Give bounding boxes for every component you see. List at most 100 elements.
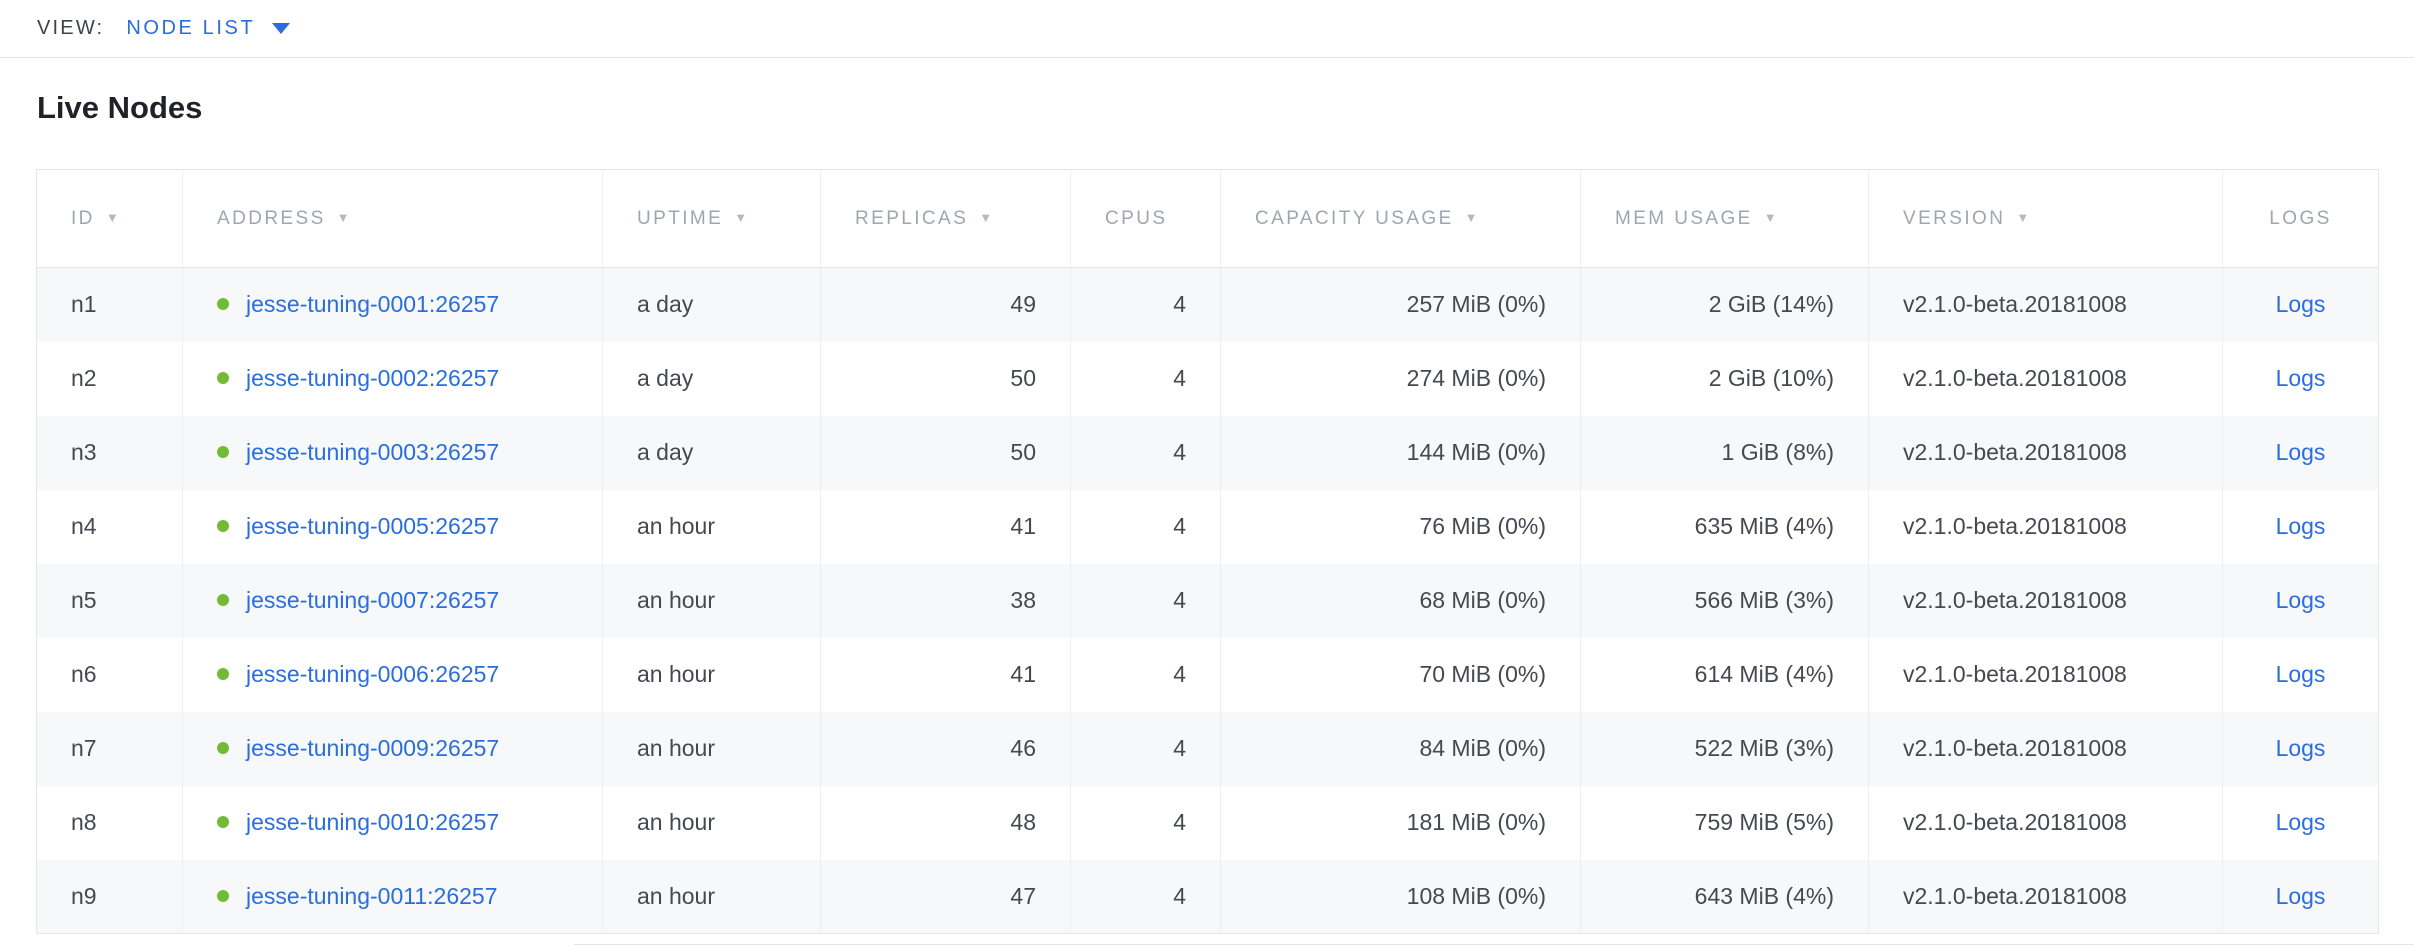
node-address-link[interactable]: jesse-tuning-0010:26257 xyxy=(246,809,500,835)
cell-replicas: 47 xyxy=(820,859,1071,934)
cell-logs: Logs xyxy=(2223,860,2379,934)
view-selected-value: NODE LIST xyxy=(126,17,256,39)
cell-capacity_usage: 68 MiB (0%) xyxy=(1220,563,1581,638)
node-address-link[interactable]: jesse-tuning-0005:26257 xyxy=(246,513,500,539)
node-logs-link[interactable]: Logs xyxy=(2275,513,2326,539)
node-row: n9 jesse-tuning-0011:26257 an hour 47 4 108 M… xyxy=(36,859,2379,934)
cell-cpus: 4 xyxy=(1070,341,1221,416)
node-address-link[interactable]: jesse-tuning-0011:26257 xyxy=(246,882,498,909)
node-logs-link[interactable]: Logs xyxy=(2275,882,2326,909)
cell-address: jesse-tuning-0007:26257 xyxy=(182,563,603,638)
column-header-address[interactable]: ADDRESS ▼ xyxy=(182,169,603,268)
cell-uptime: a day xyxy=(602,415,821,490)
cell-mem_usage: 522 MiB (3%) xyxy=(1580,711,1869,786)
cell-address: jesse-tuning-0001:26257 xyxy=(182,267,603,342)
cell-replicas: 50 xyxy=(820,341,1071,416)
cell-mem_usage: 1 GiB (8%) xyxy=(1580,415,1869,490)
cell-version: v2.1.0-beta.20181008 xyxy=(1868,711,2223,786)
node-row: n1 jesse-tuning-0001:26257 a day 49 4 257 MiB… xyxy=(36,267,2379,342)
cell-cpus: 4 xyxy=(1070,859,1221,934)
cell-logs: Logs xyxy=(2223,638,2379,712)
cell-address: jesse-tuning-0010:26257 xyxy=(182,785,603,860)
cell-address: jesse-tuning-0009:26257 xyxy=(182,711,603,786)
live-status-icon xyxy=(217,371,229,384)
cell-uptime: a day xyxy=(602,267,821,342)
sort-caret-icon: ▼ xyxy=(734,209,748,225)
node-address-link[interactable]: jesse-tuning-0002:26257 xyxy=(246,365,500,391)
cell-replicas: 48 xyxy=(820,785,1071,860)
column-label: ADDRESS xyxy=(217,207,326,229)
column-header-capacity_usage[interactable]: CAPACITY USAGE ▼ xyxy=(1220,169,1581,268)
node-address-link[interactable]: jesse-tuning-0007:26257 xyxy=(246,587,500,613)
column-label: CPUS xyxy=(1105,207,1168,229)
cell-logs: Logs xyxy=(2223,342,2379,416)
node-logs-link[interactable]: Logs xyxy=(2275,365,2326,391)
cell-capacity_usage: 274 MiB (0%) xyxy=(1220,341,1581,416)
table-header-row: ID ▼ ADDRESS ▼ UPTIME ▼ REPLICAS ▼ CPUS CAPACITY … xyxy=(36,169,2379,268)
view-label: VIEW: xyxy=(37,17,105,39)
cell-replicas: 50 xyxy=(820,415,1071,490)
live-status-icon xyxy=(217,298,229,311)
node-logs-link[interactable]: Logs xyxy=(2275,661,2326,687)
cell-cpus: 4 xyxy=(1070,637,1221,712)
cell-logs: Logs xyxy=(2223,268,2379,342)
cell-version: v2.1.0-beta.20181008 xyxy=(1868,859,2223,934)
cell-replicas: 38 xyxy=(820,563,1071,638)
node-logs-link[interactable]: Logs xyxy=(2275,587,2326,613)
column-header-id[interactable]: ID ▼ xyxy=(36,169,183,268)
column-header-uptime[interactable]: UPTIME ▼ xyxy=(602,169,821,268)
live-status-icon xyxy=(217,445,229,458)
view-selector[interactable]: NODE LIST xyxy=(126,17,291,40)
node-address-link[interactable]: jesse-tuning-0001:26257 xyxy=(246,291,500,318)
node-logs-link[interactable]: Logs xyxy=(2275,809,2326,835)
cell-capacity_usage: 84 MiB (0%) xyxy=(1220,711,1581,786)
live-nodes-table: ID ▼ ADDRESS ▼ UPTIME ▼ REPLICAS ▼ CPUS CAPACITY … xyxy=(36,169,2379,934)
cell-replicas: 49 xyxy=(820,267,1071,342)
table-body: n1 jesse-tuning-0001:26257 a day 49 4 257 MiB… xyxy=(36,267,2379,934)
column-label: REPLICAS xyxy=(855,207,969,229)
node-row: n8 jesse-tuning-0010:26257 an hour 48 4 181 M… xyxy=(36,785,2379,860)
cell-id: n8 xyxy=(36,785,183,860)
node-address-link[interactable]: jesse-tuning-0006:26257 xyxy=(246,661,500,687)
node-row: n7 jesse-tuning-0009:26257 an hour 46 4 84 Mi… xyxy=(36,711,2379,786)
column-label: CAPACITY USAGE xyxy=(1255,207,1454,229)
cell-id: n4 xyxy=(36,489,183,564)
sort-caret-icon: ▼ xyxy=(336,209,350,225)
cell-mem_usage: 614 MiB (4%) xyxy=(1580,637,1869,712)
cell-id: n5 xyxy=(36,563,183,638)
column-header-mem_usage[interactable]: MEM USAGE ▼ xyxy=(1580,169,1869,268)
cell-address: jesse-tuning-0006:26257 xyxy=(182,637,603,712)
cell-mem_usage: 2 GiB (10%) xyxy=(1580,341,1869,416)
cell-mem_usage: 566 MiB (3%) xyxy=(1580,563,1869,638)
node-logs-link[interactable]: Logs xyxy=(2275,439,2326,465)
column-label: UPTIME xyxy=(637,207,724,229)
cell-replicas: 41 xyxy=(820,637,1071,712)
cell-id: n6 xyxy=(36,637,183,712)
section-divider xyxy=(574,944,2414,945)
cell-uptime: a day xyxy=(602,341,821,416)
column-header-version[interactable]: VERSION ▼ xyxy=(1868,169,2223,268)
node-address-link[interactable]: jesse-tuning-0003:26257 xyxy=(246,439,500,465)
cell-id: n9 xyxy=(36,859,183,934)
live-status-icon xyxy=(217,593,229,606)
column-label: VERSION xyxy=(1903,207,2006,229)
cell-version: v2.1.0-beta.20181008 xyxy=(1868,415,2223,490)
node-logs-link[interactable]: Logs xyxy=(2275,735,2326,761)
node-logs-link[interactable]: Logs xyxy=(2275,291,2326,318)
cell-cpus: 4 xyxy=(1070,267,1221,342)
node-row: n2 jesse-tuning-0002:26257 a day 50 4 274 MiB… xyxy=(36,341,2379,416)
cell-cpus: 4 xyxy=(1070,415,1221,490)
cell-version: v2.1.0-beta.20181008 xyxy=(1868,341,2223,416)
column-header-replicas[interactable]: REPLICAS ▼ xyxy=(820,169,1071,268)
node-row: n5 jesse-tuning-0007:26257 an hour 38 4 68 Mi… xyxy=(36,563,2379,638)
cell-logs: Logs xyxy=(2223,564,2379,638)
cell-version: v2.1.0-beta.20181008 xyxy=(1868,637,2223,712)
node-address-link[interactable]: jesse-tuning-0009:26257 xyxy=(246,735,500,761)
live-status-icon xyxy=(217,519,229,532)
cell-address: jesse-tuning-0003:26257 xyxy=(182,415,603,490)
live-status-icon xyxy=(217,741,229,754)
cell-cpus: 4 xyxy=(1070,489,1221,564)
cell-capacity_usage: 144 MiB (0%) xyxy=(1220,415,1581,490)
node-row: n6 jesse-tuning-0006:26257 an hour 41 4 70 Mi… xyxy=(36,637,2379,712)
cell-capacity_usage: 108 MiB (0%) xyxy=(1220,859,1581,934)
